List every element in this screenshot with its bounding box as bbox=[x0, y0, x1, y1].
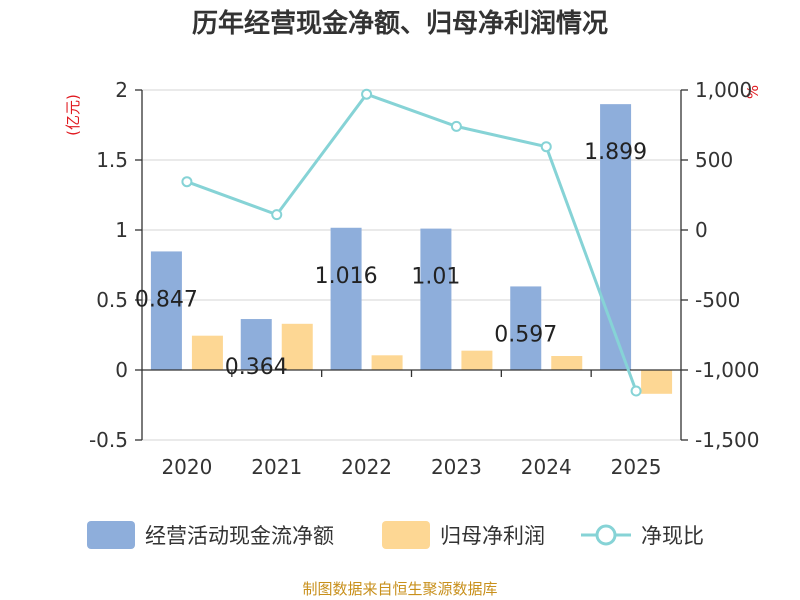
bar-layer bbox=[150, 104, 673, 394]
right-tick-label: 1,000 bbox=[695, 78, 752, 102]
ratio-line-layer bbox=[181, 88, 642, 397]
legend-item-cashflow[interactable]: 经营活动现金流净额 bbox=[87, 521, 334, 549]
right-tick-label: -1,500 bbox=[695, 428, 759, 452]
bar-cashflow[interactable] bbox=[510, 286, 542, 370]
left-tick-label: 1 bbox=[115, 218, 128, 242]
left-tick-label: 0.5 bbox=[96, 288, 128, 312]
source-note: 制图数据来自恒生聚源数据库 bbox=[302, 580, 497, 598]
data-labels: 0.847 0.364 1.016 1.01 0.597 1.899 bbox=[135, 140, 647, 380]
bar-profit[interactable] bbox=[281, 323, 313, 370]
ratio-point[interactable] bbox=[630, 385, 642, 397]
ratio-point[interactable] bbox=[361, 88, 373, 100]
bar-cashflow[interactable] bbox=[240, 319, 272, 370]
x-tick-label: 2022 bbox=[341, 455, 392, 479]
data-label: 0.364 bbox=[225, 355, 288, 380]
bar-cashflow[interactable] bbox=[330, 227, 362, 370]
legend-label-cashflow: 经营活动现金流净额 bbox=[145, 524, 334, 548]
ratio-line bbox=[186, 92, 638, 392]
left-tick-label: 0 bbox=[115, 358, 128, 382]
x-tick-label: 2020 bbox=[161, 455, 212, 479]
axes bbox=[135, 89, 688, 441]
bar-cashflow[interactable] bbox=[420, 228, 452, 370]
right-tick-label: -500 bbox=[695, 288, 740, 312]
right-tick-label: 500 bbox=[695, 148, 733, 172]
legend-swatch-ratio-marker bbox=[595, 524, 617, 546]
data-label: 0.597 bbox=[494, 322, 557, 347]
x-tick-label: 2021 bbox=[251, 455, 302, 479]
bar-profit[interactable] bbox=[461, 350, 493, 370]
left-tick-label: 1.5 bbox=[96, 148, 128, 172]
chart-title: 历年经营现金净额、归母净利润情况 bbox=[192, 8, 608, 39]
ratio-point[interactable] bbox=[450, 120, 462, 132]
data-label: 1.01 bbox=[411, 265, 460, 290]
ratio-point[interactable] bbox=[181, 176, 193, 188]
legend-label-profit: 归母净利润 bbox=[440, 524, 545, 548]
bar-cashflow[interactable] bbox=[600, 104, 632, 370]
legend: 经营活动现金流净额 归母净利润 净现比 bbox=[87, 521, 704, 549]
legend-item-ratio[interactable]: 净现比 bbox=[581, 524, 704, 548]
bar-cashflow[interactable] bbox=[150, 251, 182, 370]
left-tick-label: 2 bbox=[115, 78, 128, 102]
x-tick-label: 2024 bbox=[521, 455, 572, 479]
bar-profit[interactable] bbox=[371, 355, 403, 370]
left-axis-unit: (亿元) bbox=[64, 94, 82, 136]
data-label: 1.899 bbox=[584, 140, 647, 165]
bar-profit[interactable] bbox=[641, 370, 673, 394]
legend-swatch-profit bbox=[382, 521, 430, 549]
left-tick-label: -0.5 bbox=[89, 428, 128, 452]
ratio-point[interactable] bbox=[271, 209, 283, 221]
x-tick-label: 2023 bbox=[431, 455, 482, 479]
data-label: 0.847 bbox=[135, 287, 198, 312]
right-tick-label: -1,000 bbox=[695, 358, 759, 382]
right-tick-label: 0 bbox=[695, 218, 708, 242]
legend-item-profit[interactable]: 归母净利润 bbox=[382, 521, 545, 549]
data-label: 1.016 bbox=[315, 264, 378, 289]
tick-labels: 2 1.5 1 0.5 0 -0.5 1,000 500 0 -500 -1,000 -1,500 20… bbox=[89, 78, 760, 479]
bar-profit[interactable] bbox=[551, 356, 583, 370]
legend-swatch-cashflow bbox=[87, 521, 135, 549]
ratio-point[interactable] bbox=[540, 141, 552, 153]
right-axis-unit: % bbox=[744, 85, 762, 99]
x-tick-label: 2025 bbox=[611, 455, 662, 479]
legend-label-ratio: 净现比 bbox=[641, 524, 704, 548]
bar-profit[interactable] bbox=[191, 335, 223, 370]
